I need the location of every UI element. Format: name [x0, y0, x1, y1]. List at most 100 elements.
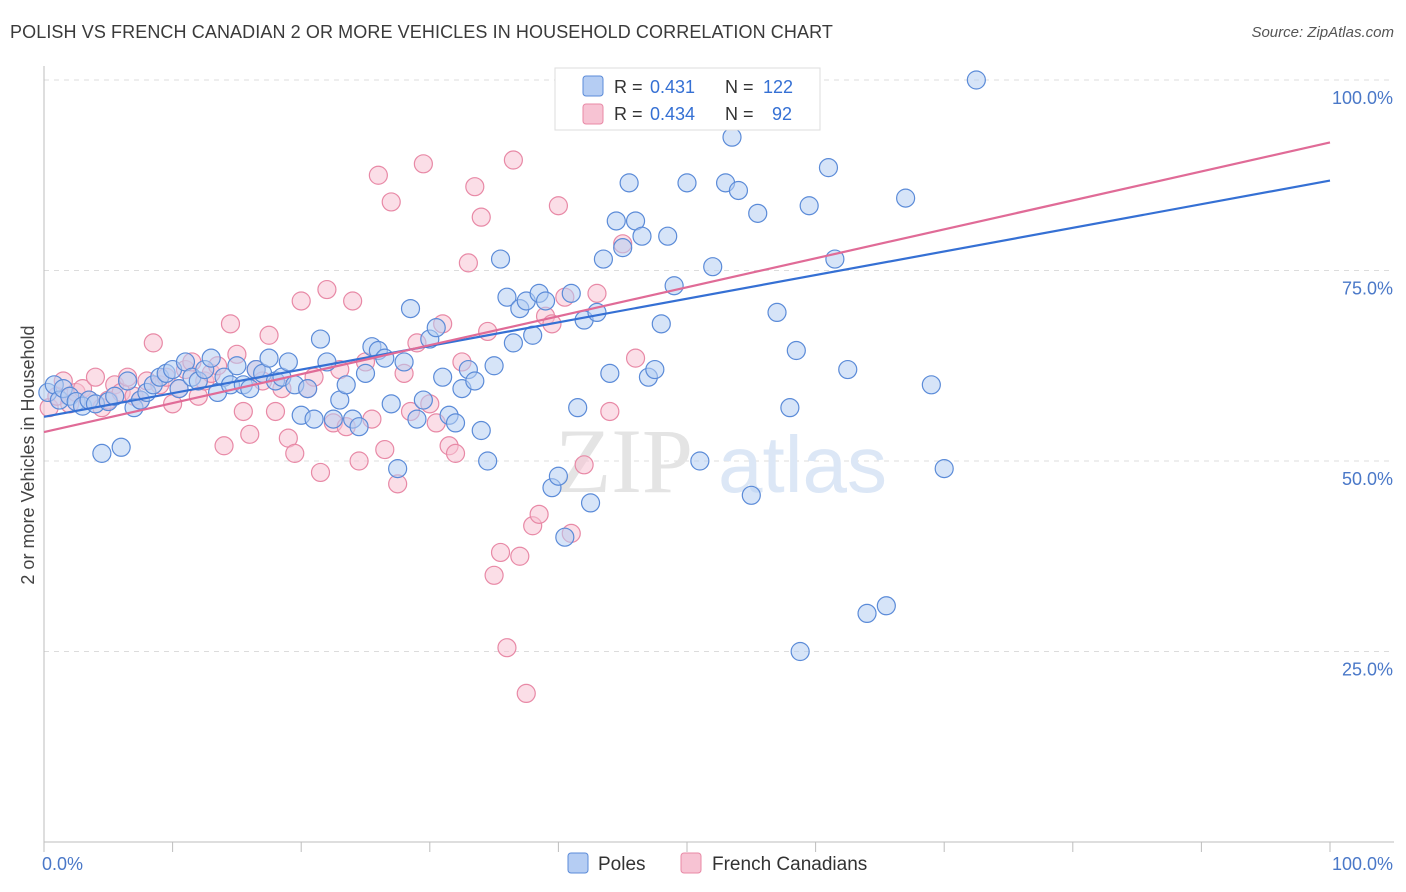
french-canadians-point [548, 196, 569, 216]
poles-point [786, 340, 806, 361]
french-canadians-point [484, 565, 504, 585]
stats-poles-r-value: 0.431 [650, 77, 695, 97]
poles-point [503, 333, 523, 353]
x-tick-label: 100.0% [1332, 854, 1393, 874]
stats-fc-r-label: R = [614, 104, 643, 124]
stats-poles-r-label: R = [614, 77, 643, 97]
french-canadians-point [85, 367, 106, 387]
french-canadians-point [600, 401, 620, 422]
french-canadians-point [516, 683, 536, 704]
french-canadians-trend-line [43, 141, 1331, 434]
french-canadians-point [587, 283, 607, 303]
watermark: ZIP atlas [555, 410, 887, 512]
poles-point [381, 394, 401, 414]
french-canadians-point [368, 165, 388, 185]
poles-point [790, 641, 810, 662]
french-canadians-point [503, 150, 523, 170]
french-canadians-point [510, 546, 530, 566]
french-canadians-point [625, 348, 646, 368]
poles-point [613, 238, 633, 258]
french-canadians-point [381, 192, 401, 212]
stats-poles-swatch [582, 75, 604, 97]
poles-point [497, 287, 517, 307]
poles-point [857, 603, 877, 624]
x-tick-label: 0.0% [42, 854, 83, 874]
stats-fc-n-value: 92 [772, 104, 792, 124]
french-canadians-point [310, 462, 331, 483]
poles-point [278, 352, 298, 372]
poles-point [580, 493, 601, 513]
french-canadians-point [349, 451, 369, 471]
poles-point [388, 459, 408, 479]
french-canadians-point [265, 401, 286, 422]
french-canadians-point [490, 542, 511, 563]
poles-point [921, 375, 941, 395]
chart-title: POLISH VS FRENCH CANADIAN 2 OR MORE VEHI… [10, 22, 833, 42]
y-tick-label: 75.0% [1342, 279, 1393, 299]
poles-point [433, 367, 453, 387]
poles-point [934, 459, 954, 479]
poles-point [600, 363, 620, 383]
poles-point [780, 398, 800, 418]
poles-point [741, 485, 761, 505]
stats-poles-n-value: 122 [763, 77, 793, 97]
legend-poles-label[interactable]: Poles [598, 854, 646, 875]
y-tick-label: 25.0% [1342, 660, 1393, 680]
poles-point [651, 314, 671, 334]
french-canadians-point [465, 177, 485, 197]
poles-point [426, 318, 446, 338]
poles-point [310, 329, 331, 349]
poles-point [535, 291, 556, 311]
poles-point [336, 375, 356, 395]
legend-fc-swatch[interactable] [680, 852, 702, 874]
stats-fc-swatch [582, 103, 604, 125]
y-tick-label: 50.0% [1342, 469, 1393, 489]
poles-point [413, 390, 433, 410]
poles-point [568, 398, 588, 418]
poles-point [465, 371, 485, 391]
french-canadians-point [445, 443, 466, 463]
poles-point [445, 413, 466, 433]
legend-poles-swatch[interactable] [567, 852, 589, 874]
poles-point [400, 299, 421, 319]
stats-fc-r-value: 0.434 [650, 104, 695, 124]
poles-point [484, 356, 504, 376]
french-canadians-point [240, 424, 260, 444]
poles-point [375, 348, 395, 368]
poles-point [838, 359, 858, 380]
axis-layer: 100.0% 75.0% 50.0% 25.0% 0.0% 100.0% [42, 66, 1394, 874]
stats-fc-n-label: N = [725, 104, 754, 124]
poles-point [111, 437, 131, 457]
poles-point [105, 386, 125, 406]
poles-point [92, 443, 112, 463]
poles-point [555, 527, 575, 547]
poles-point [117, 371, 138, 391]
y-tick-label: 100.0% [1332, 88, 1393, 108]
poles-point [471, 420, 491, 441]
poles-point [561, 283, 581, 303]
french-canadians-point [214, 436, 234, 456]
poles-point [690, 451, 710, 471]
french-canadians-point [343, 291, 363, 311]
french-canadians-point [285, 443, 305, 463]
poles-point [677, 173, 697, 193]
chart-source: Source: ZipAtlas.com [1251, 24, 1394, 41]
poles-point [548, 466, 569, 486]
poles-point [722, 127, 742, 147]
poles-point [490, 249, 511, 269]
poles-point [703, 257, 723, 277]
poles-trend-line [43, 179, 1331, 418]
french-canadians-point [458, 253, 478, 273]
french-canadians-point [143, 333, 163, 353]
poles-point [201, 348, 221, 368]
y-axis-label: 2 or more Vehicles in Household [18, 325, 38, 584]
stats-poles-n-label: N = [725, 77, 754, 97]
legend-fc-label[interactable]: French Canadians [712, 854, 867, 875]
poles-point [966, 70, 986, 90]
poles-point [355, 363, 376, 383]
poles-point [799, 196, 819, 216]
poles-point [240, 379, 260, 399]
french-canadians-point [529, 504, 549, 524]
poles-point [478, 451, 498, 471]
bottom-legend: Poles French Canadians [567, 852, 867, 875]
